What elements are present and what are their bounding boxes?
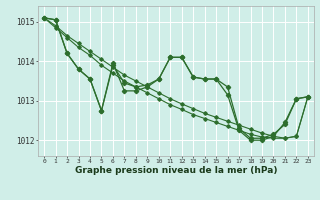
X-axis label: Graphe pression niveau de la mer (hPa): Graphe pression niveau de la mer (hPa): [75, 166, 277, 175]
